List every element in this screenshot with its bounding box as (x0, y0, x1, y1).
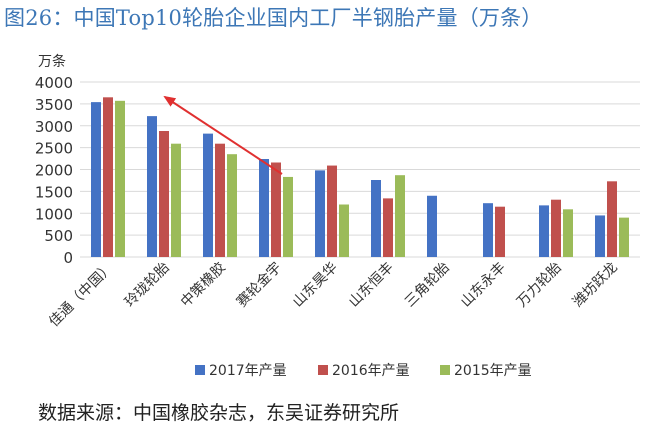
bar (271, 162, 281, 257)
bar (539, 205, 549, 257)
bar (427, 195, 437, 257)
bar (383, 198, 393, 257)
bar (203, 133, 213, 257)
chart-title: 图26：中国Top10轮胎企业国内工厂半钢胎产量（万条） (4, 6, 543, 30)
x-tick-label: 三角轮胎 (402, 260, 453, 311)
bar (259, 159, 269, 257)
y-tick-label: 2500 (35, 140, 73, 158)
y-tick-label: 500 (44, 227, 73, 245)
bar (91, 102, 101, 257)
x-tick-label: 赛轮金宇 (234, 260, 285, 311)
legend-swatch (195, 365, 205, 375)
bar (551, 199, 561, 257)
y-tick-label: 3500 (35, 96, 73, 114)
y-tick-label: 4000 (35, 74, 73, 92)
bar (619, 217, 629, 257)
bar (315, 170, 325, 257)
bar (563, 209, 573, 257)
y-axis: 0 500 1000 1500 2000 2500 3000 3500 4000 (35, 74, 73, 267)
bar (607, 181, 617, 257)
legend-label: 2017年产量 (209, 363, 287, 379)
y-tick-label: 2000 (35, 162, 73, 180)
data-source-note: 数据来源：中国橡胶杂志，东吴证券研究所 (38, 402, 400, 424)
bar (171, 143, 181, 257)
y-tick-label: 1500 (35, 183, 73, 201)
y-tick-label: 1000 (35, 205, 73, 223)
bar (103, 97, 113, 257)
x-tick-label: 万力轮胎 (514, 260, 565, 311)
bar (159, 131, 169, 257)
bar (215, 143, 225, 257)
bar (595, 215, 605, 257)
x-tick-label: 山东昊华 (290, 260, 341, 311)
y-tick-label: 0 (63, 249, 73, 267)
bar (495, 206, 505, 257)
bar (483, 203, 493, 257)
trend-arrow (163, 95, 283, 175)
legend-swatch (318, 365, 328, 375)
bar (339, 204, 349, 257)
bars (91, 97, 629, 257)
legend: 2017年产量 2016年产量 2015年产量 (195, 363, 532, 379)
x-tick-label: 山东恒丰 (346, 260, 397, 311)
legend-swatch (440, 365, 450, 375)
legend-label: 2015年产量 (454, 363, 532, 379)
bar (147, 116, 157, 257)
legend-label: 2016年产量 (332, 363, 410, 379)
bar (327, 165, 337, 257)
y-unit-label: 万条 (38, 53, 66, 70)
x-tick-label: 山东永丰 (458, 260, 509, 311)
bar (283, 176, 293, 257)
x-tick-label: 中策橡胶 (177, 259, 229, 311)
x-tick-label: 佳通（中国） (46, 260, 117, 331)
x-axis-labels: 佳通（中国） 玲珑轮胎 中策橡胶 赛轮金宇 山东昊华 山东恒丰 三角轮胎 山东永丰 万力轮胎 潍坊… (46, 259, 621, 330)
bar (115, 100, 125, 257)
x-tick-label: 玲珑轮胎 (122, 260, 173, 311)
bar (371, 180, 381, 257)
bar (227, 154, 237, 257)
bar (395, 175, 405, 257)
x-tick-label: 潍坊跃龙 (570, 260, 621, 311)
y-tick-label: 3000 (35, 118, 73, 136)
